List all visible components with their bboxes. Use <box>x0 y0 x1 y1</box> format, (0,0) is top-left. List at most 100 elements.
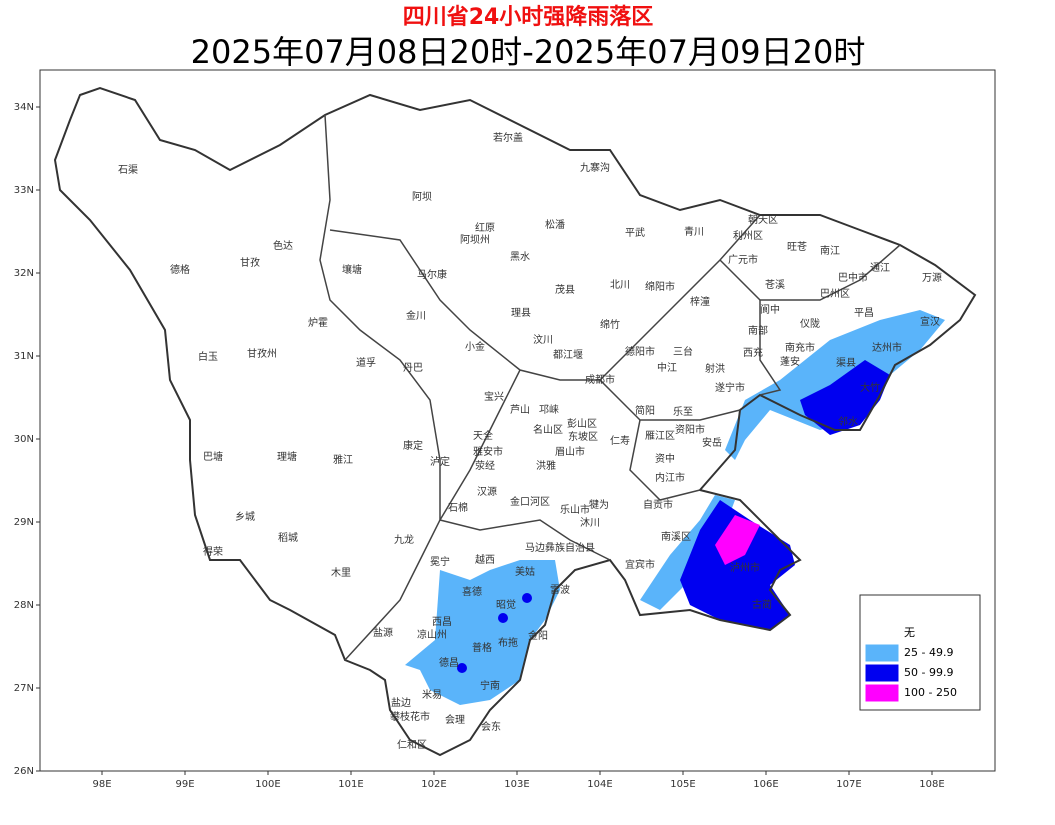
x-tick-label: 105E <box>670 779 695 790</box>
y-tick-label: 27N <box>14 683 34 694</box>
place-label: 喜德 <box>462 585 482 598</box>
x-tick-label: 102E <box>421 779 446 790</box>
place-label: 名山区 <box>533 423 563 436</box>
legend-items: 无 25 - 49.9 50 - 99.9 100 - 250 <box>865 625 957 702</box>
place-label: 若尔盖 <box>493 131 523 144</box>
y-tick-label: 32N <box>14 268 34 279</box>
y-tick-label: 31N <box>14 351 34 362</box>
place-label: 天全 <box>473 429 493 442</box>
rain-areas <box>405 310 945 705</box>
place-label: 得荣 <box>203 546 223 558</box>
rain-area <box>680 500 795 630</box>
place-label: 康定 <box>403 439 423 452</box>
legend-label: 100 - 250 <box>904 686 957 699</box>
place-label: 内江市 <box>655 471 685 484</box>
place-label: 阿坝州 <box>460 234 490 246</box>
rain-area <box>715 515 760 565</box>
place-label: 理塘 <box>277 450 297 463</box>
place-label: 沐川 <box>580 516 600 529</box>
legend-swatch <box>866 625 898 641</box>
place-label: 稻城 <box>278 532 298 544</box>
place-label: 巴州区 <box>820 288 850 300</box>
place-label: 乡城 <box>235 511 255 523</box>
place-label: 南江 <box>820 244 840 257</box>
x-tick-label: 101E <box>338 779 363 790</box>
place-label: 绵阳市 <box>645 280 675 293</box>
x-tick-label: 98E <box>92 779 111 790</box>
place-label: 宜宾市 <box>625 558 655 571</box>
place-label: 朝天区 <box>748 214 778 226</box>
place-label: 北川 <box>610 279 630 291</box>
place-label: 青川 <box>684 225 704 238</box>
place-label: 攀枝花市 <box>390 710 430 723</box>
place-label: 泸州市 <box>730 561 760 574</box>
place-label: 宣汉 <box>920 315 940 328</box>
place-label: 渠县 <box>836 357 856 369</box>
rain-area <box>405 560 560 705</box>
place-label: 仪陇 <box>800 317 820 330</box>
place-label: 自贡市 <box>643 498 673 511</box>
place-label: 德阳市 <box>625 345 655 358</box>
place-label: 西充 <box>743 346 763 359</box>
place-label: 蓬安 <box>780 355 800 368</box>
y-tick-label: 26N <box>14 766 34 777</box>
place-label: 古蔺 <box>752 598 772 611</box>
place-label: 万源 <box>922 271 942 284</box>
place-label: 美姑 <box>515 565 535 578</box>
x-tick-label: 100E <box>255 779 280 790</box>
place-label: 阿坝 <box>412 191 432 203</box>
legend-label: 无 <box>904 626 915 639</box>
place-label: 三台 <box>673 345 693 358</box>
legend: 无 25 - 49.9 50 - 99.9 100 - 250 <box>859 594 981 711</box>
rain-spot <box>457 663 467 673</box>
place-label: 雅安市 <box>473 445 503 458</box>
place-label: 巴塘 <box>203 450 223 463</box>
place-label: 东坡区 <box>568 430 598 443</box>
place-label: 梓潼 <box>690 295 710 308</box>
place-labels: 石渠若尔盖九寨沟阿坝红原阿坝州松潘平武 青川朝天区利州区旺苍 南江色达甘孜德格 壤塘马… <box>118 131 942 751</box>
place-label: 仁和区 <box>397 739 427 751</box>
place-label: 乐至 <box>673 406 693 418</box>
axis-ticks: 98E 99E 100E 101E 102E 103E 104E 105E 106E 107E 10… <box>14 102 945 790</box>
place-label: 普格 <box>472 641 492 654</box>
place-label: 道孚 <box>356 356 376 369</box>
rain-area <box>800 360 890 435</box>
place-label: 色达 <box>273 239 293 252</box>
place-label: 平武 <box>625 226 645 239</box>
place-label: 甘孜 <box>240 256 260 269</box>
place-label: 大竹 <box>860 381 880 394</box>
place-label: 雁江区 <box>645 430 675 442</box>
place-label: 盐边 <box>391 696 411 709</box>
place-label: 德格 <box>170 263 190 276</box>
place-label: 汶川 <box>533 333 553 346</box>
place-label: 通江 <box>870 262 890 274</box>
place-label: 雅江 <box>333 453 353 466</box>
x-tick-label: 103E <box>504 779 529 790</box>
place-label: 雷波 <box>550 583 570 596</box>
place-label: 黑水 <box>510 251 530 263</box>
place-label: 布拖 <box>498 636 518 649</box>
place-label: 马边彝族自治县 <box>525 541 595 554</box>
place-label: 金阳 <box>528 629 548 642</box>
place-label: 彭山区 <box>567 417 597 430</box>
place-label: 炉霍 <box>308 317 328 329</box>
place-label: 甘孜州 <box>247 347 277 360</box>
place-label: 利州区 <box>733 230 763 242</box>
place-label: 昭觉 <box>496 599 516 611</box>
place-label: 仁寿 <box>610 434 630 447</box>
place-label: 金川 <box>406 309 426 322</box>
legend-label: 25 - 49.9 <box>904 646 953 659</box>
place-label: 松潘 <box>545 218 565 231</box>
x-tick-label: 99E <box>175 779 194 790</box>
x-tick-label: 107E <box>836 779 861 790</box>
place-label: 壤塘 <box>342 263 362 276</box>
place-label: 小金 <box>465 340 485 353</box>
place-label: 邛崃 <box>539 404 559 416</box>
place-label: 射洪 <box>705 363 725 375</box>
place-label: 凉山州 <box>417 628 447 641</box>
legend-swatch <box>865 664 899 682</box>
place-label: 安岳 <box>702 436 722 449</box>
y-tick-label: 33N <box>14 185 34 196</box>
place-label: 洪雅 <box>536 459 556 472</box>
place-label: 旺苍 <box>787 240 807 253</box>
